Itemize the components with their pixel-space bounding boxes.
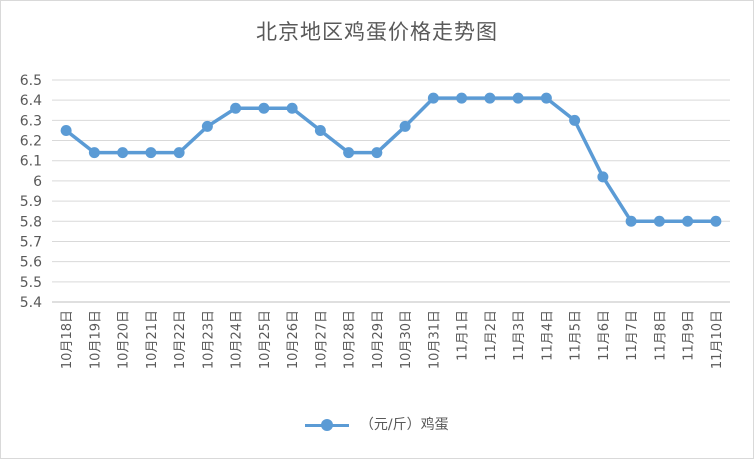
data-point [427, 92, 439, 104]
x-tick-label: 11月7日 [625, 310, 640, 361]
grid-lines [52, 79, 730, 303]
x-tick-label: 10月26日 [286, 310, 301, 369]
y-tick-label: 5.6 [20, 255, 42, 271]
series-line [65, 96, 716, 224]
data-point [371, 147, 383, 159]
x-tick-label: 10月31日 [427, 310, 442, 369]
y-tick-label: 6.1 [20, 154, 42, 170]
x-tick-label: 11月6日 [597, 310, 612, 361]
data-point [625, 215, 637, 227]
data-point [88, 147, 100, 159]
x-tick-label: 11月8日 [653, 310, 668, 361]
x-tick-label: 11月5日 [569, 310, 584, 361]
y-tick-label: 6 [33, 174, 42, 190]
series-group [60, 92, 722, 227]
data-point [201, 120, 213, 132]
x-tick-label: 11月2日 [484, 310, 499, 361]
y-axis-ticks: 5.4 5.5 5.6 5.7 5.8 5.9 6 6.1 6.2 6.3 6.4 6.5 [20, 73, 42, 311]
x-tick-label: 10月23日 [201, 310, 216, 369]
x-tick-label: 11月9日 [682, 310, 697, 361]
x-tick-label: 10月28日 [343, 310, 358, 369]
x-tick-label: 10月18日 [60, 310, 75, 369]
data-point [484, 92, 496, 104]
x-tick-label: 11月3日 [512, 310, 527, 361]
x-tick-label: 11月1日 [456, 310, 471, 361]
x-tick-label: 10月24日 [230, 310, 245, 369]
data-point [512, 92, 524, 104]
x-tick-label: 10月30日 [399, 310, 414, 369]
legend-label: （元/斤）鸡蛋 [359, 417, 449, 433]
data-point [314, 124, 326, 136]
chart-title: 北京地区鸡蛋价格走势图 [256, 20, 498, 44]
y-tick-label: 6.4 [20, 93, 42, 109]
data-point [399, 120, 411, 132]
y-tick-label: 5.9 [20, 194, 42, 210]
x-tick-label: 10月22日 [173, 310, 188, 369]
y-tick-label: 5.8 [20, 214, 42, 230]
data-point [569, 114, 581, 126]
legend-dot-marker [321, 418, 334, 431]
data-point [710, 215, 722, 227]
data-point [343, 147, 355, 159]
x-tick-label: 10月27日 [314, 310, 329, 369]
data-point [597, 171, 609, 183]
data-point [230, 102, 242, 114]
legend: （元/斤）鸡蛋 [0, 414, 754, 434]
y-tick-label: 6.2 [20, 134, 42, 150]
data-point [117, 147, 129, 159]
x-tick-label: 11月4日 [540, 310, 555, 361]
data-point [145, 147, 157, 159]
data-point [540, 92, 552, 104]
x-axis-ticks: 10月18日 10月19日 10月20日 10月21日 10月22日 10月23日 10月2… [60, 310, 725, 369]
x-tick-label: 11月10日 [710, 310, 725, 369]
data-point [60, 124, 72, 136]
x-tick-label: 10月20日 [117, 310, 132, 369]
data-point [258, 102, 270, 114]
x-tick-label: 10月25日 [258, 310, 273, 369]
y-tick-label: 5.7 [20, 234, 42, 250]
x-tick-label: 10月29日 [371, 310, 386, 369]
x-tick-label: 10月21日 [145, 310, 160, 369]
data-point [286, 102, 298, 114]
data-point [653, 215, 665, 227]
y-tick-label: 6.3 [20, 113, 42, 129]
data-point [682, 215, 694, 227]
x-tick-label: 10月19日 [88, 310, 103, 369]
data-point [173, 147, 185, 159]
y-tick-label: 5.5 [20, 275, 42, 291]
legend-line-marker [305, 418, 350, 431]
y-tick-label: 5.4 [20, 295, 42, 311]
y-tick-label: 6.5 [20, 73, 42, 89]
data-point [456, 92, 468, 104]
